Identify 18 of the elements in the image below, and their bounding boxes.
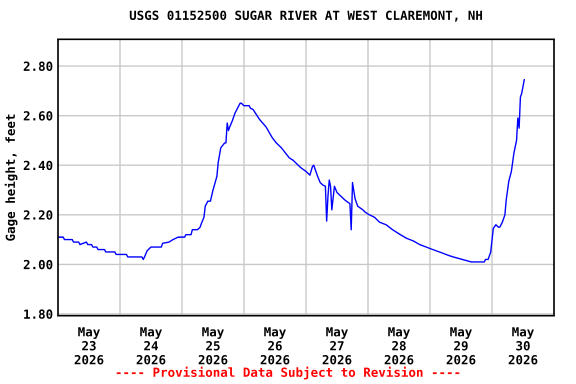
x-tick-label: May 29 2026 [446,327,476,364]
y-tick-label: 2.80 [24,62,52,71]
y-tick-label: 2.60 [24,111,52,121]
x-tick-label: May 27 2026 [322,327,352,364]
y-tick-label: 2.40 [24,160,52,170]
y-tick-label: 2.00 [24,260,52,270]
x-tick-label: May 25 2026 [198,327,228,364]
x-tick-label: May 30 2026 [508,327,538,364]
x-tick-label: May 24 2026 [136,327,166,364]
line-series [58,79,525,263]
x-tick-label: May 26 2026 [260,327,290,364]
y-tick-label: 1.80 [24,309,52,319]
text: ---- Provisional Data Subject to Revision ---- [116,366,460,380]
y-axis-title: Gage height, feet [4,114,18,241]
chart-title: USGS 01152500 SUGAR RIVER AT WEST CLAREMONT, NH [130,10,482,22]
x-tick-label: May 23 2026 [74,327,104,364]
x-tick-label: May 28 2026 [384,327,414,364]
y-tick-label: 2.20 [24,210,52,220]
